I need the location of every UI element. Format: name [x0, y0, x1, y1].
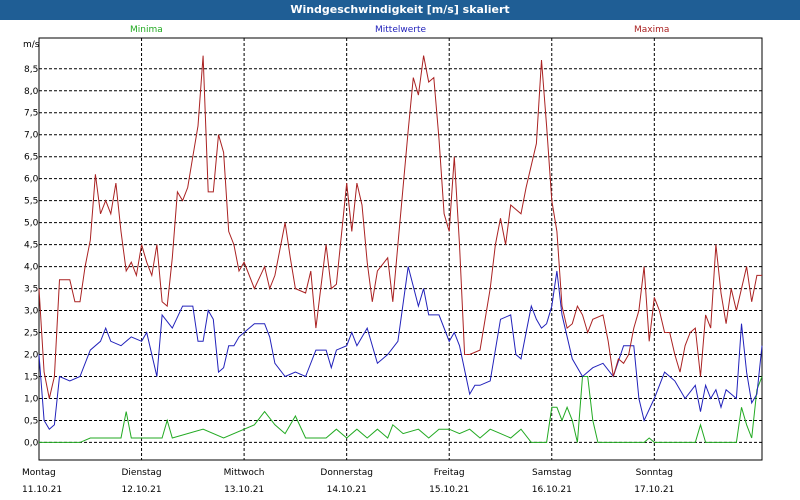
y-tick-label: 6,0: [24, 175, 39, 185]
y-tick-label: 3,0: [24, 307, 39, 317]
x-tick-date: 11.10.21: [22, 485, 62, 495]
series-line-mittelwerte: [38, 266, 763, 430]
plot-frame: [38, 37, 763, 461]
y-tick-label: 1,5: [24, 372, 38, 382]
x-tick-date: 17.10.21: [634, 485, 674, 495]
y-tick-label: 1,0: [24, 394, 39, 404]
x-tick-date: 16.10.21: [532, 485, 572, 495]
y-axis-unit: m/s: [23, 40, 40, 50]
legend-maxima: Maxima: [634, 25, 670, 35]
y-tick-label: 5,0: [24, 219, 39, 229]
y-tick-label: 5,5: [24, 197, 38, 207]
grid: [39, 38, 762, 460]
x-tick-date: 12.10.21: [122, 485, 162, 495]
x-tick-day: Mittwoch: [224, 468, 265, 478]
y-tick-label: 7,5: [24, 109, 38, 119]
chart-title: Windgeschwindigkeit [m/s] skaliert: [0, 0, 800, 20]
x-tick-day: Sonntag: [636, 468, 673, 478]
y-tick-label: 3,5: [24, 285, 38, 295]
series-line-minima: [39, 376, 763, 443]
legend-mittelwerte: Mittelwerte: [375, 25, 427, 35]
x-tick-day: Samstag: [532, 468, 571, 478]
y-tick-label: 8,5: [24, 65, 38, 75]
x-tick-day: Dienstag: [121, 468, 161, 478]
x-tick-day: Donnerstag: [320, 468, 373, 478]
series-lines: [38, 55, 763, 443]
y-tick-label: 2,0: [24, 351, 39, 361]
y-tick-label: 0,0: [24, 438, 39, 448]
x-tick-day: Freitag: [434, 468, 465, 478]
series-line-maxima: [38, 55, 762, 399]
x-tick-date: 14.10.21: [327, 485, 367, 495]
x-tick-date: 15.10.21: [429, 485, 469, 495]
y-tick-label: 7,0: [24, 131, 39, 141]
y-tick-label: 0,5: [24, 416, 38, 426]
y-tick-labels: 0,0 0,5 1,0 1,5 2,0 2,5 3,0 3,5 4,0 4,5 5,0 5,5 6,0 6…: [24, 65, 39, 449]
x-tick-day: Montag: [22, 468, 56, 478]
y-tick-label: 4,0: [24, 263, 39, 273]
y-tick-label: 6,5: [24, 153, 38, 163]
y-tick-label: 8,0: [24, 87, 39, 97]
y-tick-label: 2,5: [24, 329, 38, 339]
x-tick-date: 13.10.21: [224, 485, 264, 495]
y-tick-label: 4,5: [24, 241, 38, 251]
x-tick-labels: Montag 11.10.21 Dienstag 12.10.21 Mittwoch 13…: [22, 468, 674, 495]
legend-minima: Minima: [130, 25, 163, 35]
